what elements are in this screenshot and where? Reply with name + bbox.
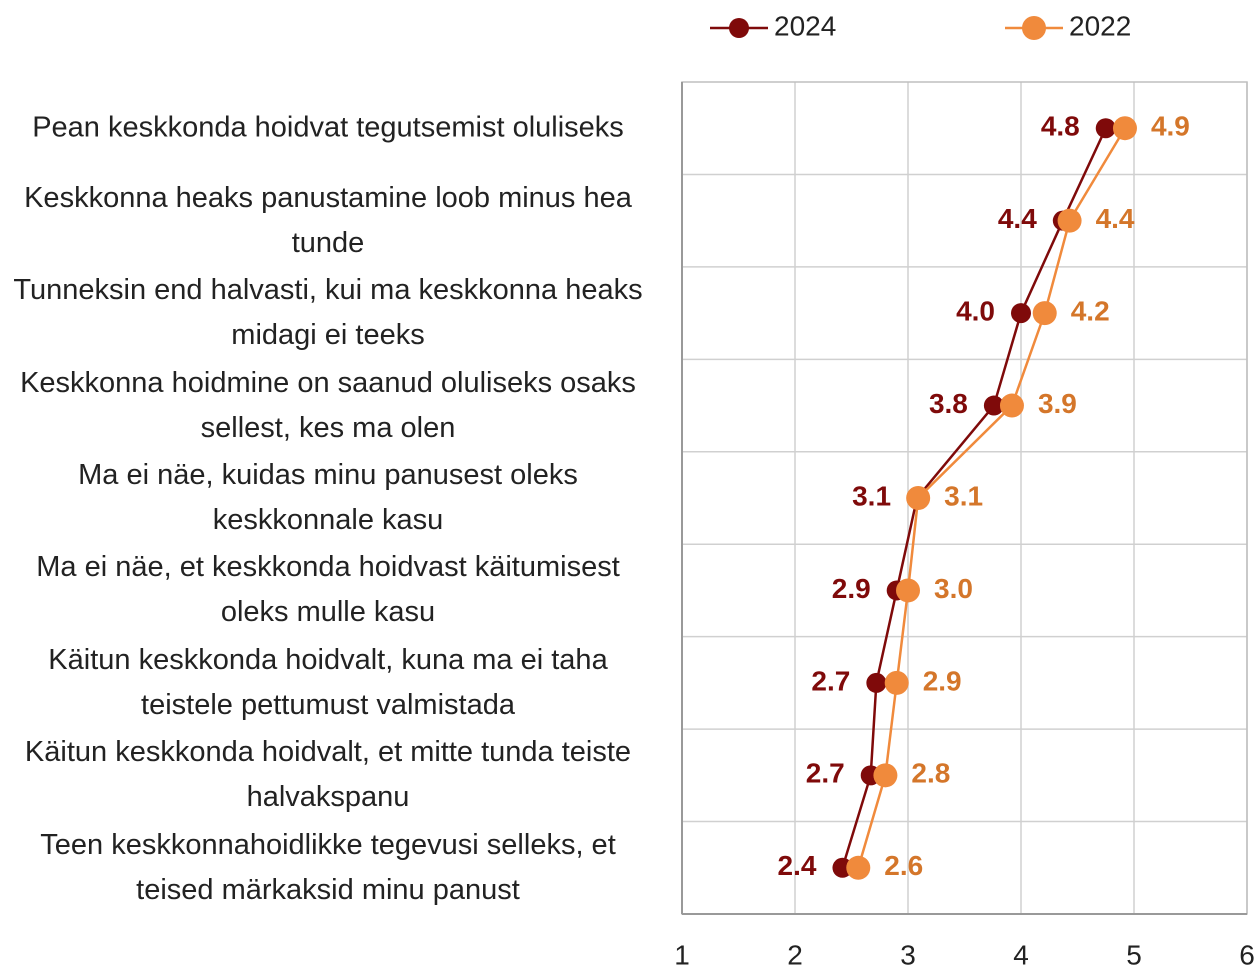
category-label: Tunneksin end halvasti, kui ma keskkonna… [13,274,643,352]
point [846,855,871,880]
data-label: 2.9 [832,573,871,604]
legend-marker [1022,16,1046,40]
legend-label: 2024 [774,10,836,41]
point [1112,116,1137,141]
category-label: Pean keskkonda hoidvat tegutsemist oluli… [32,111,624,144]
legend-label: 2022 [1069,10,1131,41]
data-label: 2.4 [778,850,817,881]
point [999,393,1024,418]
data-label: 4.8 [1041,111,1080,142]
x-tick-label: 2 [787,939,803,970]
point [983,395,1004,416]
point [1032,301,1057,326]
category-label: Keskkonna heaks panustamine loob minus h… [24,181,632,259]
data-label: 3.1 [852,480,891,511]
x-tick-label: 3 [900,939,916,970]
series-line [857,127,1127,869]
data-label: 2.9 [923,665,962,696]
point [873,763,898,788]
data-label: 4.9 [1151,111,1190,142]
point [884,670,909,695]
data-label: 2.8 [911,758,950,789]
legend-marker [729,18,749,38]
x-tick-label: 1 [674,939,690,970]
data-label: 4.4 [1096,203,1135,234]
category-label: Keskkonna hoidmine on saanud oluliseks o… [20,366,636,444]
data-label: 4.0 [956,296,995,327]
x-tick-label: 6 [1239,939,1255,970]
data-label: 3.9 [1038,388,1077,419]
x-tick-label: 5 [1126,939,1142,970]
point [1011,303,1031,324]
data-label: 3.8 [929,388,968,419]
point [896,578,920,603]
data-label: 4.4 [998,203,1037,234]
category-label: Käitun keskkonda hoidvalt, kuna ma ei ta… [48,643,608,721]
category-label: Teen keskkonnahoidlikke tegevusi selleks… [40,828,616,906]
data-label: 2.7 [806,758,845,789]
point [906,486,931,510]
category-label: Ma ei näe, kuidas minu panusest oleks ke… [78,459,578,536]
point [866,672,887,693]
data-label: 2.7 [811,665,850,696]
data-label: 3.0 [934,573,973,604]
category-label: Käitun keskkonda hoidvalt, et mitte tund… [24,736,632,814]
point [1057,208,1082,233]
point [1095,118,1116,139]
category-label: Ma ei näe, et keskkonda hoidvast käitumi… [36,551,620,629]
data-label: 2.6 [884,850,923,881]
data-label: 4.2 [1071,296,1110,327]
data-label: 3.1 [944,480,983,511]
x-tick-label: 4 [1013,939,1029,970]
